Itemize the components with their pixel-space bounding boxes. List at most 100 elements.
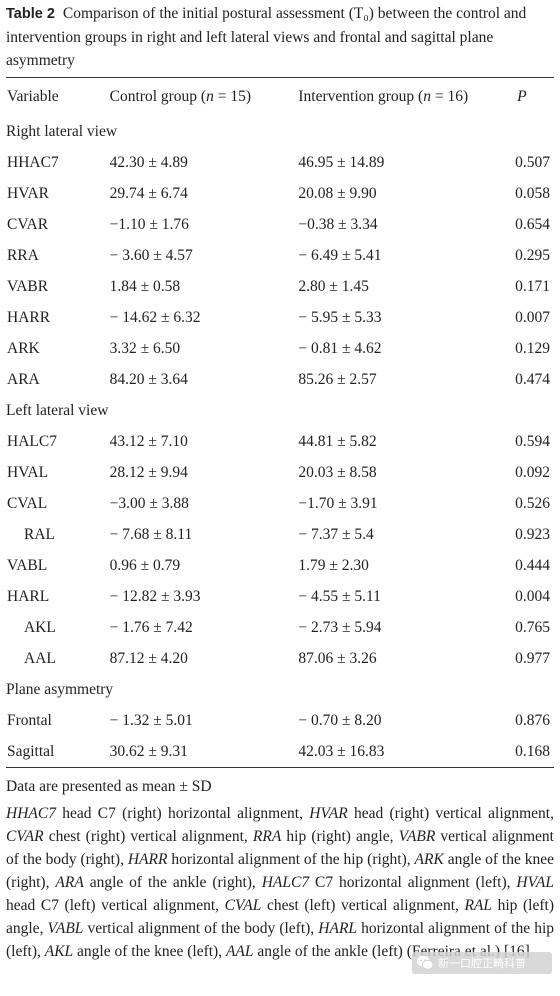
cell-control: −3.00 ± 3.88 (109, 494, 189, 512)
cell-intervention: − 6.49 ± 5.41 (298, 246, 382, 264)
cell-variable: Frontal (7, 711, 52, 729)
data-note: Data are presented as mean ± SD (6, 778, 212, 795)
table-row: CVAR −1.10 ± 1.76 −0.38 ± 3.34 0.654 (6, 209, 554, 240)
cell-variable: HARR (7, 308, 51, 326)
header-control: Control group (n = 15) (109, 88, 251, 105)
cell-intervention: − 7.37 ± 5.4 (298, 525, 374, 543)
cell-p-value: 0.654 (515, 215, 550, 233)
table-row: HARL − 12.82 ± 3.93 − 4.55 ± 5.11 0.004 (6, 581, 554, 612)
cell-p-value: 0.058 (515, 184, 550, 202)
table-row: VABL 0.96 ± 0.79 1.79 ± 2.30 0.444 (6, 550, 554, 581)
cell-intervention: 85.26 ± 2.57 (298, 370, 377, 388)
cell-p-value: 0.594 (515, 432, 550, 450)
cell-control: 29.74 ± 6.74 (109, 184, 188, 202)
table-label: Table 2 (6, 6, 55, 22)
cell-variable: Sagittal (7, 742, 55, 760)
cell-variable: RRA (7, 246, 39, 264)
cell-p-value: 0.507 (515, 153, 550, 171)
table-body: Right lateral view HHAC7 42.30 ± 4.89 46.95… (6, 116, 554, 767)
cell-p-value: 0.007 (515, 308, 550, 326)
cell-variable: HHAC7 (7, 153, 59, 171)
table-row: Frontal − 1.32 ± 5.01 − 0.70 ± 8.20 0.876 (6, 705, 554, 736)
table-row: CVAL −3.00 ± 3.88 −1.70 ± 3.91 0.526 (6, 488, 554, 519)
abbreviation-legend: HHAC7 head C7 (right) horizontal alignme… (6, 805, 555, 960)
table-row: RAL − 7.68 ± 8.11 − 7.37 ± 5.4 0.923 (6, 519, 554, 550)
cell-intervention: − 5.95 ± 5.33 (298, 308, 382, 326)
table-row: RRA − 3.60 ± 4.57 − 6.49 ± 5.41 0.295 (6, 240, 554, 271)
header-p: P (517, 88, 527, 105)
cell-intervention: − 0.70 ± 8.20 (298, 711, 382, 729)
cell-intervention: −0.38 ± 3.34 (298, 215, 378, 233)
cell-variable: HVAR (7, 184, 49, 202)
table-row: HVAL 28.12 ± 9.94 20.03 ± 8.58 0.092 (6, 457, 554, 488)
table-caption: Table 2 Comparison of the initial postura… (6, 0, 554, 72)
table-notes: Data are presented as mean ± SD HHAC7 he… (6, 768, 554, 963)
cell-control: 42.30 ± 4.89 (109, 153, 188, 171)
cell-intervention: 87.06 ± 3.26 (298, 649, 377, 667)
table-row: ARK 3.32 ± 6.50 − 0.81 ± 4.62 0.129 (6, 333, 554, 364)
cell-variable: AAL (24, 649, 56, 667)
cell-intervention: 20.03 ± 8.58 (298, 463, 377, 481)
table-row: Sagittal 30.62 ± 9.31 42.03 ± 16.83 0.168 (6, 736, 554, 767)
cell-variable: AKL (24, 618, 56, 636)
cell-p-value: 0.295 (515, 246, 550, 264)
table-row: AKL − 1.76 ± 7.42 − 2.73 ± 5.94 0.765 (6, 612, 554, 643)
cell-intervention: 46.95 ± 14.89 (298, 153, 385, 171)
cell-control: 3.32 ± 6.50 (109, 339, 181, 357)
cell-variable: ARK (7, 339, 40, 357)
cell-control: − 12.82 ± 3.93 (109, 587, 201, 605)
section-title: Left lateral view (6, 401, 109, 419)
cell-variable: VABL (7, 556, 48, 574)
cell-variable: VABR (7, 277, 49, 295)
section-title: Plane asymmetry (6, 680, 114, 698)
table-row: HHAC7 42.30 ± 4.89 46.95 ± 14.89 0.507 (6, 147, 554, 178)
cell-variable: CVAR (7, 215, 49, 233)
table-row: HALC7 43.12 ± 7.10 44.81 ± 5.82 0.594 (6, 426, 554, 457)
table-row: HVAR 29.74 ± 6.74 20.08 ± 9.90 0.058 (6, 178, 554, 209)
cell-intervention: −1.70 ± 3.91 (298, 494, 378, 512)
cell-variable: HARL (7, 587, 50, 605)
section-title: Right lateral view (6, 122, 118, 140)
cell-p-value: 0.004 (515, 587, 550, 605)
cell-intervention: 1.79 ± 2.30 (298, 556, 369, 574)
table-row: HARR − 14.62 ± 6.32 − 5.95 ± 5.33 0.007 (6, 302, 554, 333)
header-row: Variable Control group (n = 15) Interven… (6, 78, 554, 116)
cell-intervention: 44.81 ± 5.82 (298, 432, 377, 450)
cell-control: 28.12 ± 9.94 (109, 463, 188, 481)
cell-variable: RAL (24, 525, 55, 543)
section-header-row: Left lateral view (6, 395, 554, 426)
cell-intervention: 20.08 ± 9.90 (298, 184, 377, 202)
cell-p-value: 0.526 (515, 494, 550, 512)
cell-p-value: 0.171 (515, 277, 550, 295)
cell-control: − 1.76 ± 7.42 (109, 618, 193, 636)
cell-control: 84.20 ± 3.64 (109, 370, 188, 388)
cell-control: 1.84 ± 0.58 (109, 277, 181, 295)
cell-p-value: 0.765 (515, 618, 550, 636)
data-table: Variable Control group (n = 15) Interven… (6, 78, 554, 767)
cell-variable: ARA (7, 370, 40, 388)
cell-variable: CVAL (7, 494, 48, 512)
section-header-row: Plane asymmetry (6, 674, 554, 705)
cell-control: 0.96 ± 0.79 (109, 556, 181, 574)
cell-control: − 1.32 ± 5.01 (109, 711, 193, 729)
table-row: ARA 84.20 ± 3.64 85.26 ± 2.57 0.474 (6, 364, 554, 395)
cell-control: − 14.62 ± 6.32 (109, 308, 201, 326)
table-row: AAL 87.12 ± 4.20 87.06 ± 3.26 0.977 (6, 643, 554, 674)
section-header-row: Right lateral view (6, 116, 554, 147)
watermark-text: 新一口腔正畸科普 (438, 957, 526, 970)
cell-control: − 3.60 ± 4.57 (109, 246, 193, 264)
caption-text: Comparison of the initial postural asses… (6, 5, 527, 69)
cell-intervention: 42.03 ± 16.83 (298, 742, 385, 760)
cell-variable: HALC7 (7, 432, 57, 450)
cell-p-value: 0.444 (515, 556, 550, 574)
cell-variable: HVAL (7, 463, 49, 481)
cell-intervention: − 4.55 ± 5.11 (298, 587, 381, 605)
bottom-rule (6, 767, 554, 768)
cell-control: − 7.68 ± 8.11 (109, 525, 193, 543)
cell-p-value: 0.129 (515, 339, 550, 357)
cell-control: −1.10 ± 1.76 (109, 215, 189, 233)
cell-control: 30.62 ± 9.31 (109, 742, 188, 760)
cell-p-value: 0.474 (515, 370, 550, 388)
cell-intervention: − 2.73 ± 5.94 (298, 618, 382, 636)
